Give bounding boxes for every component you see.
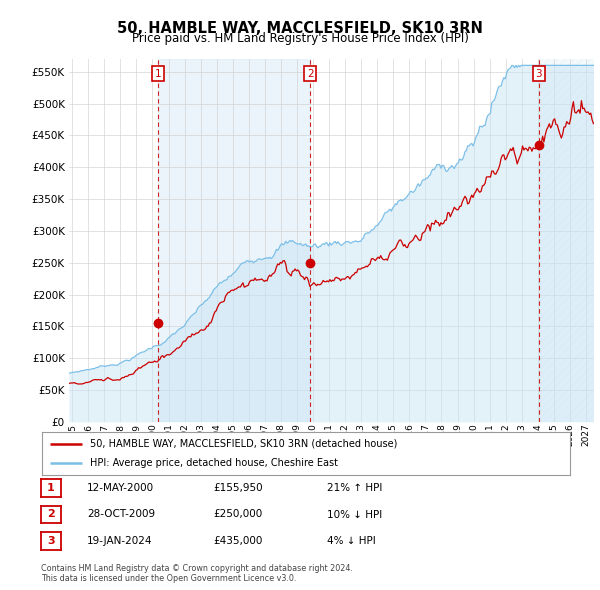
- Text: 10% ↓ HPI: 10% ↓ HPI: [327, 510, 382, 519]
- Text: Contains HM Land Registry data © Crown copyright and database right 2024.
This d: Contains HM Land Registry data © Crown c…: [41, 563, 353, 583]
- Text: 1: 1: [155, 68, 161, 78]
- Text: 19-JAN-2024: 19-JAN-2024: [87, 536, 152, 546]
- Text: 50, HAMBLE WAY, MACCLESFIELD, SK10 3RN: 50, HAMBLE WAY, MACCLESFIELD, SK10 3RN: [117, 21, 483, 35]
- Text: 50, HAMBLE WAY, MACCLESFIELD, SK10 3RN (detached house): 50, HAMBLE WAY, MACCLESFIELD, SK10 3RN (…: [89, 438, 397, 448]
- Text: £250,000: £250,000: [213, 510, 262, 519]
- Text: Price paid vs. HM Land Registry's House Price Index (HPI): Price paid vs. HM Land Registry's House …: [131, 32, 469, 45]
- Text: 12-MAY-2000: 12-MAY-2000: [87, 483, 154, 493]
- Text: HPI: Average price, detached house, Cheshire East: HPI: Average price, detached house, Ches…: [89, 458, 338, 468]
- Text: 21% ↑ HPI: 21% ↑ HPI: [327, 483, 382, 493]
- Text: £435,000: £435,000: [213, 536, 262, 546]
- Text: £155,950: £155,950: [213, 483, 263, 493]
- Bar: [158, 59, 310, 422]
- Bar: [539, 59, 594, 422]
- Text: 1: 1: [47, 483, 55, 493]
- Text: 2: 2: [307, 68, 314, 78]
- Text: 3: 3: [535, 68, 542, 78]
- Text: 28-OCT-2009: 28-OCT-2009: [87, 510, 155, 519]
- Text: 4% ↓ HPI: 4% ↓ HPI: [327, 536, 376, 546]
- Text: 3: 3: [47, 536, 55, 546]
- Text: 2: 2: [47, 510, 55, 519]
